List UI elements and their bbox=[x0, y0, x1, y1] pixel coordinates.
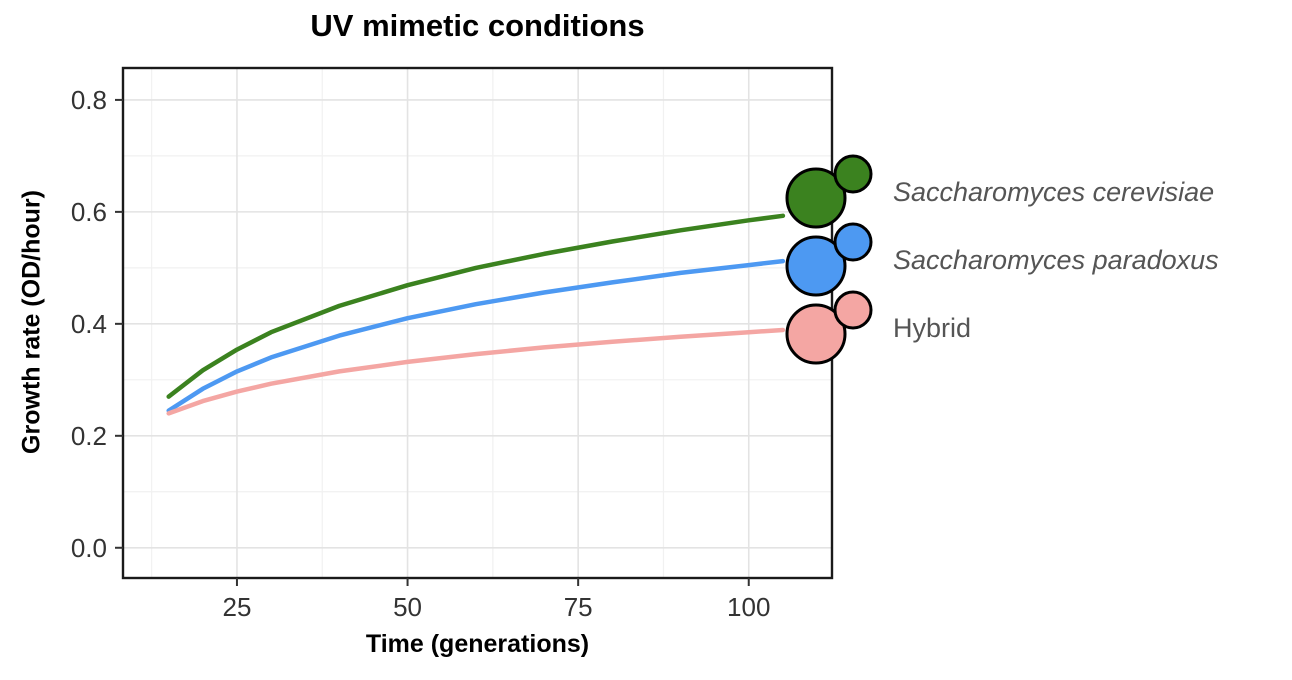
legend-label-hybrid-parent: Saccharomyces paradoxus bbox=[893, 244, 1219, 275]
y-tick-label: 0.8 bbox=[71, 85, 107, 115]
series-line-2 bbox=[166, 327, 786, 416]
yeast-mother-cell bbox=[785, 303, 847, 365]
x-tick-label: 25 bbox=[222, 592, 251, 622]
y-tick-label: 0.2 bbox=[71, 421, 107, 451]
yeast-mother-cell bbox=[785, 235, 847, 297]
budding-yeast-cell-icon bbox=[785, 222, 873, 297]
legend-label-cerevisiae: Saccharomyces cerevisiae bbox=[893, 176, 1215, 207]
x-tick-label: 75 bbox=[564, 592, 593, 622]
yeast-bud-cell bbox=[833, 154, 873, 194]
legend: Saccharomyces cerevisiae Saccharomyces p… bbox=[780, 154, 1219, 365]
budding-yeast-cell-icon bbox=[785, 154, 873, 229]
series-line-1 bbox=[166, 258, 786, 413]
y-tick-label: 0.6 bbox=[71, 197, 107, 227]
chart-title: UV mimetic conditions bbox=[310, 8, 645, 43]
x-axis-title: Time (generations) bbox=[365, 630, 590, 658]
legend-item-paradoxus: Saccharomyces paradoxus bbox=[780, 222, 1219, 297]
yeast-bud-cell bbox=[833, 290, 873, 330]
legend-item-cerevisiae: Saccharomyces cerevisiae bbox=[780, 154, 1219, 229]
yeast-mother-cell bbox=[785, 167, 847, 229]
y-tick-label: 0.0 bbox=[71, 533, 107, 563]
legend-label-hybrid: Hybrid bbox=[893, 312, 972, 343]
plot-panel bbox=[123, 68, 832, 578]
x-tick-label: 100 bbox=[727, 592, 770, 622]
x-tick-label: 50 bbox=[393, 592, 422, 622]
legend-item-hybrid: Hybrid bbox=[780, 290, 1219, 365]
yeast-bud-cell bbox=[833, 222, 873, 262]
y-tick-label: 0.4 bbox=[71, 309, 107, 339]
series-line-0 bbox=[166, 213, 786, 399]
budding-yeast-cell-icon bbox=[785, 290, 873, 365]
